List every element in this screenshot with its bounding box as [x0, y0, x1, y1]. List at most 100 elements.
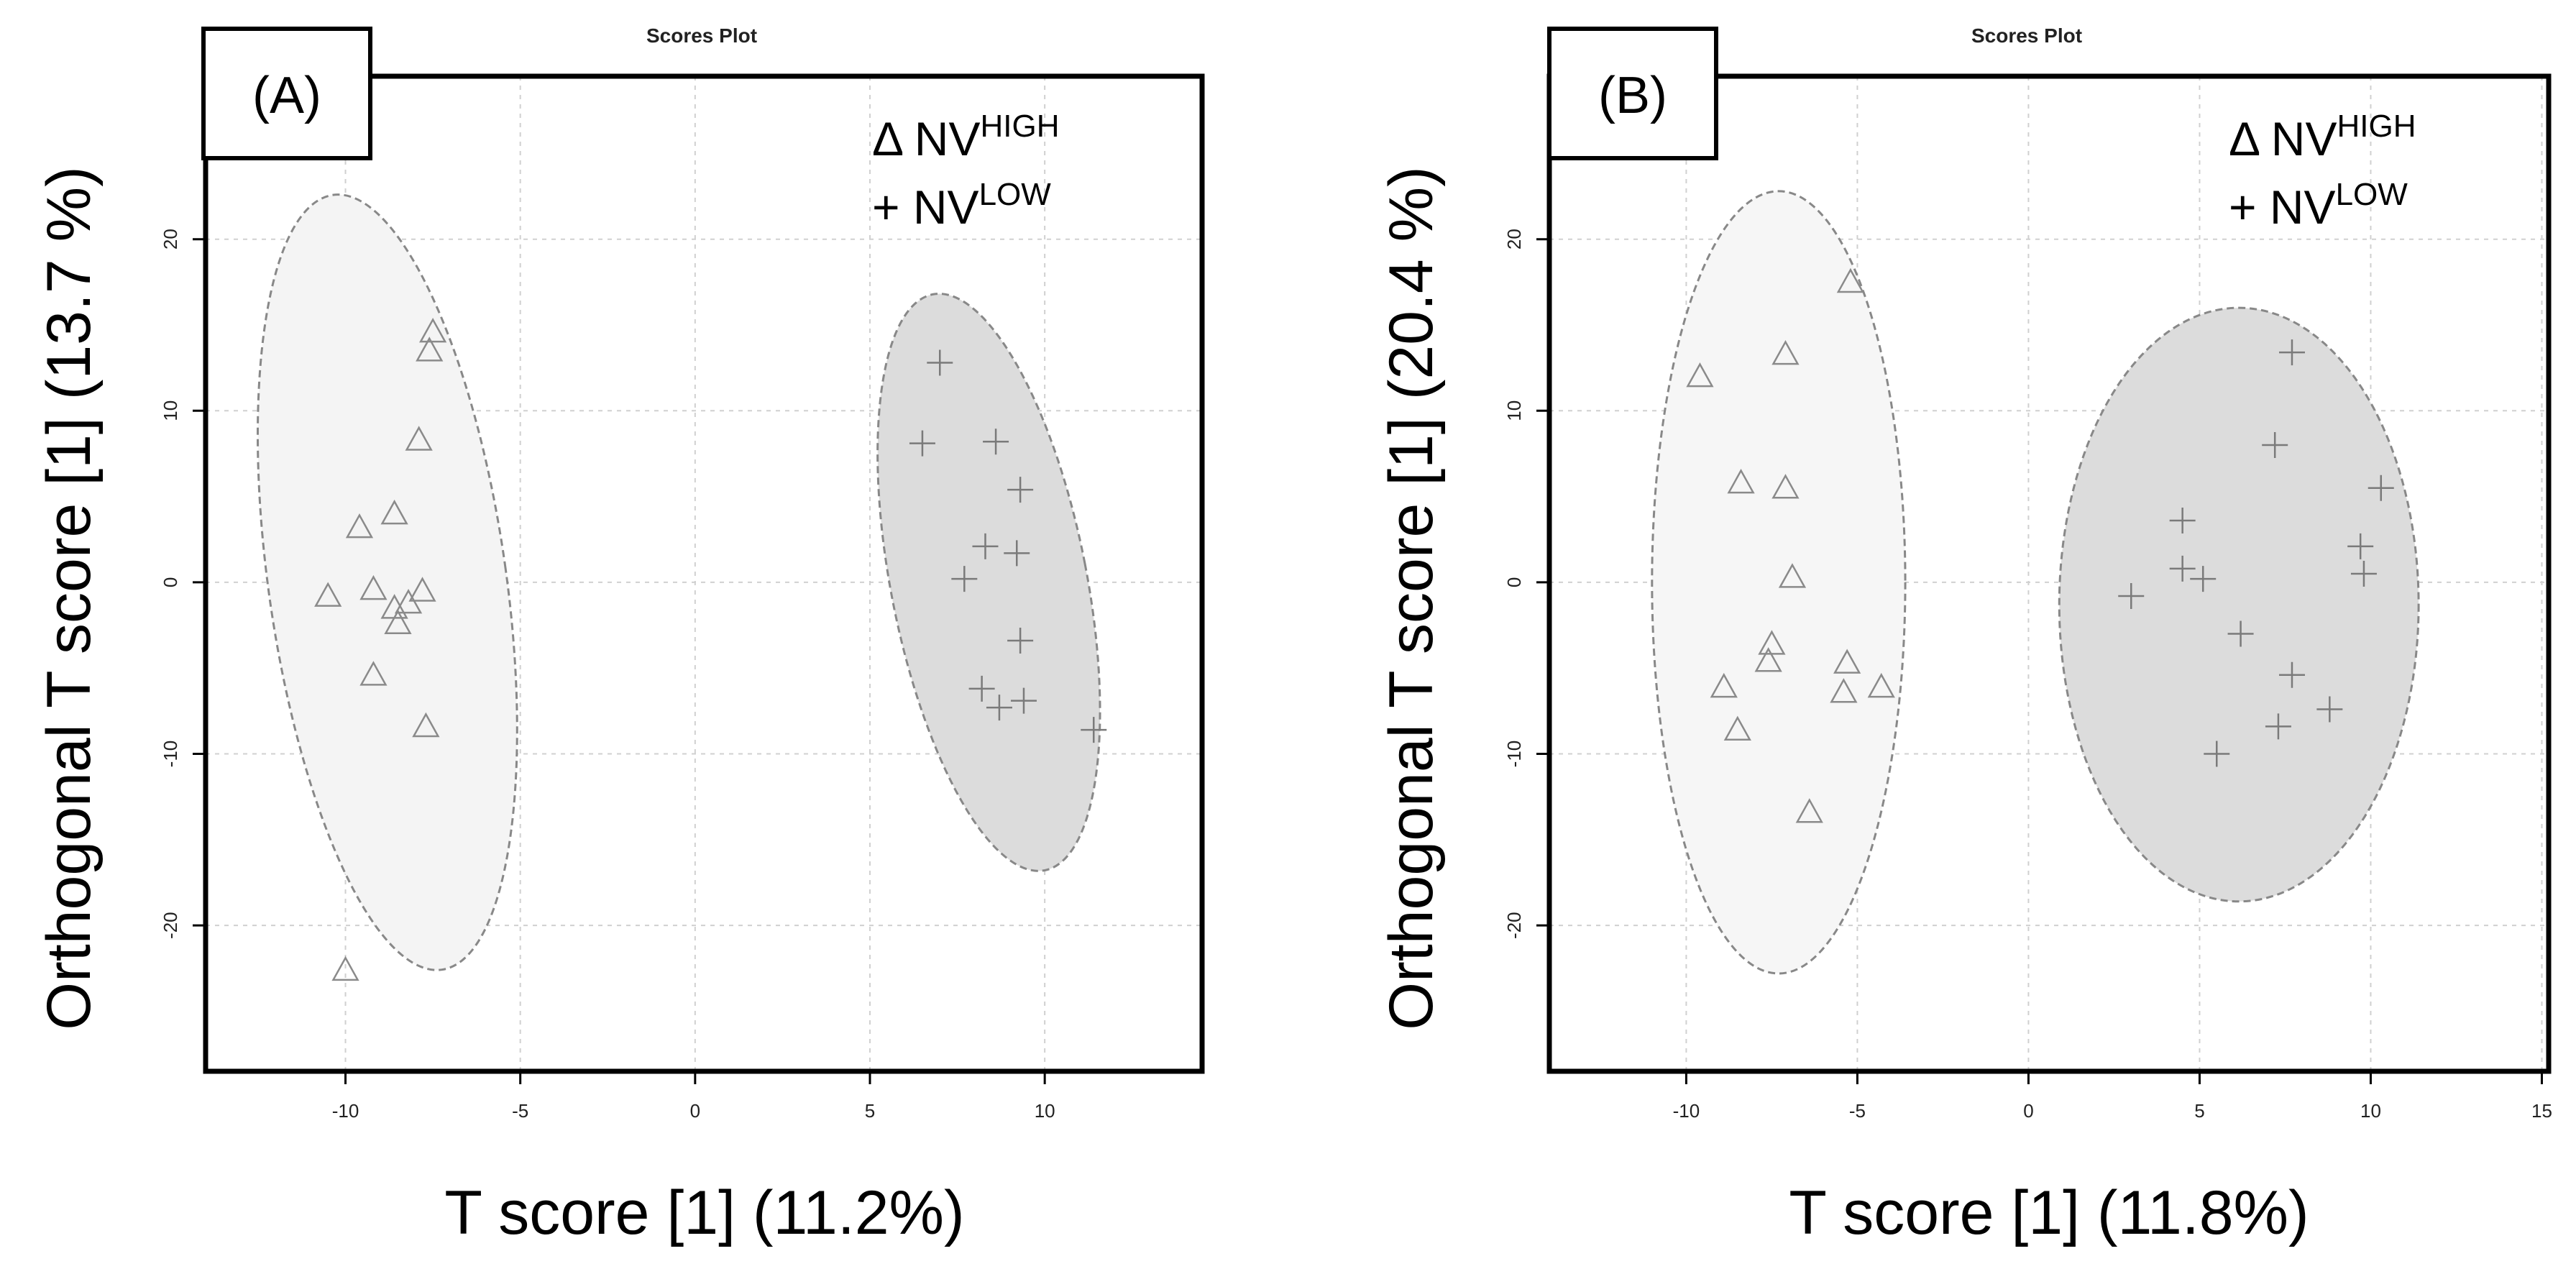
- y-tick-label: -20: [1503, 912, 1525, 939]
- panel-a-y-axis-label: Orthogonal T score [1] (13.7 %): [35, 166, 104, 1030]
- data-point-high: [1727, 468, 1755, 494]
- data-point-low: [2227, 620, 2254, 647]
- data-point-high: [1778, 563, 1807, 588]
- panel-a-x-ticks: -10 -5 0 5 10: [332, 1071, 1055, 1122]
- data-point-high: [1771, 339, 1800, 365]
- data-point-high: [359, 574, 388, 600]
- data-point-high: [1710, 672, 1738, 698]
- x-tick-label: 5: [865, 1100, 875, 1122]
- data-point-high: [359, 661, 388, 686]
- y-tick-label: 20: [160, 229, 181, 249]
- panel-b-label-box: [1547, 27, 1718, 160]
- data-point-low: [2204, 741, 2230, 767]
- x-tick-label: -10: [1673, 1100, 1700, 1122]
- data-point-low: [2316, 696, 2343, 723]
- panel-a-legend: Δ NVHIGH + NVLOW: [872, 109, 1059, 234]
- data-point-low: [1081, 717, 1107, 743]
- data-point-high: [331, 956, 359, 981]
- panel-b-legend-item-high: Δ NVHIGH: [2229, 109, 2416, 165]
- data-point-high: [314, 582, 342, 607]
- panel-b-ellipses: [1651, 190, 2420, 975]
- data-point-high: [408, 577, 436, 602]
- y-tick-label: -20: [160, 912, 181, 939]
- y-tick-label: -10: [1503, 741, 1525, 768]
- panel-a-points: [314, 317, 1107, 981]
- data-point-high: [1830, 678, 1858, 703]
- data-point-high: [384, 609, 412, 635]
- y-tick-label: -10: [160, 741, 181, 768]
- y-tick-label: 0: [1503, 577, 1525, 587]
- x-tick-label: -10: [332, 1100, 359, 1122]
- y-tick-label: 0: [160, 577, 181, 587]
- data-point-high: [394, 588, 423, 614]
- panel-b-y-ticks: -20 -10 0 10 20: [1503, 229, 1549, 939]
- data-point-low: [2265, 713, 2291, 740]
- x-tick-label: 5: [2194, 1100, 2204, 1122]
- data-point-high: [416, 336, 444, 362]
- panel-a: Scores Plot -10 -5 0 5 10 -20 -10 0 10 20 (A) Δ …: [35, 24, 1205, 1247]
- data-point-low: [2368, 475, 2394, 501]
- data-point-low: [1004, 540, 1030, 567]
- data-point-low: [1007, 628, 1034, 654]
- data-point-low: [2190, 566, 2217, 592]
- data-point-high: [380, 499, 408, 525]
- confidence-ellipse-low: [2058, 306, 2420, 903]
- data-point-high: [1795, 798, 1823, 823]
- panel-a-label-box: [201, 27, 372, 160]
- panel-b-x-ticks: -10 -5 0 5 10 15: [1673, 1071, 2552, 1122]
- data-point-low: [986, 695, 1012, 721]
- data-point-high: [345, 513, 374, 539]
- data-point-high: [1723, 715, 1751, 741]
- data-point-low: [2278, 339, 2305, 366]
- panel-a-y-ticks: -20 -10 0 10 20: [160, 229, 206, 939]
- data-point-high: [1836, 267, 1865, 293]
- data-point-high: [1686, 362, 1714, 388]
- panel-a-plot-frame: [203, 73, 1205, 1074]
- data-point-low: [951, 566, 978, 592]
- confidence-ellipse-high: [256, 193, 518, 971]
- x-tick-label: 0: [2023, 1100, 2033, 1122]
- panel-b-title: Scores Plot: [1971, 24, 2082, 47]
- data-point-low: [2169, 555, 2196, 582]
- y-tick-label: 20: [1503, 229, 1525, 249]
- confidence-ellipse-low: [876, 293, 1101, 872]
- confidence-ellipse-high: [1651, 190, 1907, 975]
- data-point-low: [968, 675, 995, 702]
- data-point-low: [1010, 687, 1037, 714]
- panel-b-points: [1686, 267, 2394, 823]
- panel-a-x-axis-label: T score [1] (11.2%): [444, 1178, 964, 1247]
- panel-a-label: (A): [252, 67, 321, 124]
- data-point-high: [1754, 647, 1782, 672]
- x-tick-label: -5: [512, 1100, 528, 1122]
- data-point-low: [927, 349, 953, 376]
- panel-b-label: (B): [1598, 67, 1667, 124]
- data-point-high: [412, 712, 440, 738]
- data-point-high: [405, 426, 433, 451]
- data-point-low: [983, 429, 1009, 455]
- data-point-low: [2262, 432, 2288, 459]
- panel-b-x-axis-label: T score [1] (11.8%): [1789, 1178, 2309, 1247]
- x-tick-label: 0: [690, 1100, 700, 1122]
- y-tick-label: 10: [160, 400, 181, 421]
- x-tick-label: -5: [1849, 1100, 1866, 1122]
- data-point-low: [2169, 508, 2196, 534]
- panel-b-legend: Δ NVHIGH + NVLOW: [2229, 109, 2416, 234]
- data-point-low: [1007, 477, 1034, 503]
- data-point-high: [418, 317, 447, 343]
- x-tick-label: 10: [2360, 1100, 2381, 1122]
- panel-a-legend-item-high: Δ NVHIGH: [872, 109, 1059, 165]
- data-point-low: [972, 533, 999, 559]
- data-point-low: [2278, 661, 2305, 688]
- y-tick-label: 10: [1503, 400, 1525, 421]
- data-point-low: [909, 430, 935, 457]
- data-point-low: [2347, 533, 2374, 559]
- data-point-high: [1867, 672, 1895, 698]
- data-point-high: [1833, 649, 1861, 674]
- x-tick-label: 10: [1035, 1100, 1055, 1122]
- data-point-high: [1771, 474, 1800, 499]
- panel-a-title: Scores Plot: [646, 24, 757, 47]
- data-point-low: [2118, 583, 2145, 610]
- x-tick-label: 15: [2531, 1100, 2552, 1122]
